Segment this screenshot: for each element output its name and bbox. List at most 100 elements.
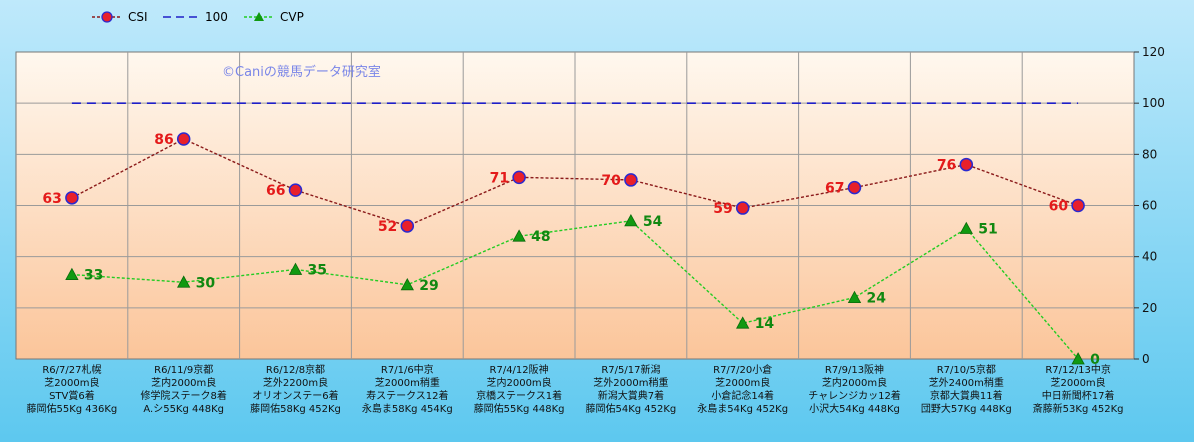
category-label-line: 芝外2000m稍重 (593, 376, 668, 389)
category-label-line: R7/7/20小倉 (713, 363, 772, 376)
category-label-line: 小倉記念14着 (711, 389, 774, 402)
cvp-data-label: 24 (867, 291, 887, 307)
category-label: R7/9/13阪神芝内2000m良チャレンジカッ12着小沢大54Kg 448Kg (808, 363, 901, 415)
y-tick-label: 80 (1142, 147, 1157, 161)
category-label: R7/1/6中京芝2000m稍重寿ステークス12着永島ま58Kg 454Kg (362, 363, 453, 415)
cvp-data-label: 29 (419, 278, 438, 294)
category-label-line: STV賞6着 (49, 389, 95, 402)
category-label-line: 京橋ステークス1着 (476, 389, 562, 402)
legend-marker-cvp (254, 12, 264, 21)
category-label-line: 芝内2000m良 (486, 376, 551, 389)
csi-point (847, 180, 862, 195)
series-layer: 63 86 66 52 71 70 59 67 76 60 33 30 35 29 48 54 14 24 51 0 (42, 102, 1100, 368)
csi-point (959, 157, 974, 172)
cvp-data-label: 51 (978, 222, 997, 238)
cvp-data-label: 35 (308, 262, 327, 278)
csi-data-label: 70 (601, 173, 621, 189)
category-label-line: 小沢大54Kg 448Kg (809, 402, 900, 415)
cvp-data-label: 33 (84, 268, 103, 284)
csi-data-label: 76 (937, 158, 956, 174)
csi-point (288, 183, 303, 197)
watermark: ©Caniの競馬データ研究室 (222, 64, 381, 80)
cvp-data-label: 54 (643, 214, 663, 230)
cvp-point (65, 267, 79, 280)
csi-point (400, 219, 415, 233)
category-label-line: 修学院ステーク8着 (141, 389, 227, 402)
category-label-line: R7/5/17新潟 (601, 363, 660, 376)
y-tick-label: 100 (1142, 96, 1165, 110)
category-label-line: R6/11/9京都 (154, 363, 213, 376)
csi-point (65, 191, 79, 205)
csi-data-label: 63 (42, 191, 61, 207)
csi-data-label: 86 (154, 132, 173, 148)
category-label-line: 京都大賞典11着 (930, 389, 1003, 402)
y-tick-label: 20 (1142, 301, 1157, 315)
series-line-csi (71, 138, 1079, 227)
category-label-line: 芝外2200m良 (263, 376, 328, 389)
category-label-line: 藤岡佑55Kg 436Kg (26, 402, 117, 415)
category-labels: R6/7/27札幌芝2000m良 STV賞6着藤岡佑55Kg 436Kg R6/11… (26, 363, 1123, 415)
category-label-line: 芝2000m良 (1050, 376, 1105, 389)
cvp-point (177, 275, 191, 288)
csi-point (735, 201, 750, 215)
csi-point (512, 170, 526, 185)
category-label: R7/4/12阪神芝内2000m良京橋ステークス1着藤岡佑55Kg 448Kg (474, 363, 565, 415)
category-label-line: 藤岡佑54Kg 452Kg (585, 402, 676, 415)
cvp-point (736, 316, 750, 329)
csi-data-label: 60 (1049, 199, 1069, 215)
category-label-line: 芝2000m良 (715, 376, 770, 389)
y-tick-label: 60 (1142, 199, 1157, 213)
category-label: R7/7/20小倉芝2000m良小倉記念14着永島ま54Kg 452Kg (697, 363, 788, 415)
category-label-line: 芝内2000m良 (822, 376, 887, 389)
category-label-line: R7/1/6中京 (381, 363, 434, 376)
legend-label-100: 100 (205, 10, 228, 24)
category-label-line: 芝外2400m稍重 (929, 376, 1004, 389)
category-label-line: R7/10/5京都 (937, 363, 996, 376)
csi-data-label: 52 (378, 219, 397, 235)
category-label-line: R7/12/13中京 (1045, 363, 1111, 376)
series-line-cvp (71, 220, 1079, 360)
category-label-line: 斎藤新53Kg 452Kg (1033, 402, 1124, 415)
category-label: R7/10/5京都芝外2400m稍重京都大賞典11着団野大57Kg 448Kg (921, 363, 1012, 415)
cvp-data-label: 0 (1090, 352, 1100, 368)
csi-data-label: 66 (266, 183, 285, 199)
category-label-line: 永島ま54Kg 452Kg (697, 402, 788, 415)
legend-label-csi: CSI (128, 10, 148, 24)
csi-data-label: 71 (490, 170, 509, 186)
legend-marker-csi (101, 11, 113, 23)
csi-point (176, 132, 191, 146)
cvp-data-label: 30 (196, 275, 216, 291)
cvp-point (959, 221, 973, 234)
category-label: R6/7/27札幌芝2000m良 STV賞6着藤岡佑55Kg 436Kg (26, 363, 117, 415)
category-label-line: 中日新聞杯17着 (1042, 389, 1115, 402)
legend-label-cvp: CVP (280, 10, 304, 24)
cvp-point (512, 229, 526, 242)
category-label-line: 永島ま58Kg 454Kg (362, 402, 453, 415)
category-label: R7/5/17新潟芝外2000m稍重新潟大賞典7着藤岡佑54Kg 452Kg (585, 363, 676, 415)
category-label-line: 藤岡佑55Kg 448Kg (474, 402, 565, 415)
csi-data-label: 67 (825, 181, 844, 197)
csi-point (624, 173, 638, 187)
category-label-line: R7/4/12阪神 (490, 363, 549, 376)
category-label-line: 芝内2000m良 (151, 376, 216, 389)
y-tick-label: 40 (1142, 250, 1157, 264)
cvp-data-label: 14 (755, 316, 775, 332)
cvp-point (847, 290, 862, 304)
category-label-line: R7/9/13阪神 (825, 363, 884, 376)
category-label-line: R6/12/8京都 (266, 363, 325, 376)
category-label-line: チャレンジカッ12着 (808, 389, 901, 402)
category-label-line: A.シ55Kg 448Kg (143, 404, 224, 415)
category-label-line: 芝2000m良 (44, 376, 99, 389)
legend: CSI 100 CVP (92, 10, 304, 24)
cvp-point (1071, 352, 1085, 365)
csi-data-label: 59 (713, 201, 732, 217)
cvp-point (624, 214, 638, 227)
category-label-line: 団野大57Kg 448Kg (921, 402, 1012, 415)
y-tick-label: 120 (1142, 45, 1165, 59)
category-label: R7/12/13中京芝2000m良中日新聞杯17着斎藤新53Kg 452Kg (1033, 363, 1124, 415)
cvp-point (400, 277, 414, 291)
category-label-line: 芝2000m稍重 (375, 376, 440, 389)
category-label-line: オリオンステー6着 (252, 389, 338, 402)
category-label: R6/12/8京都芝外2200m良オリオンステー6着藤岡佑58Kg 452Kg (250, 363, 341, 415)
